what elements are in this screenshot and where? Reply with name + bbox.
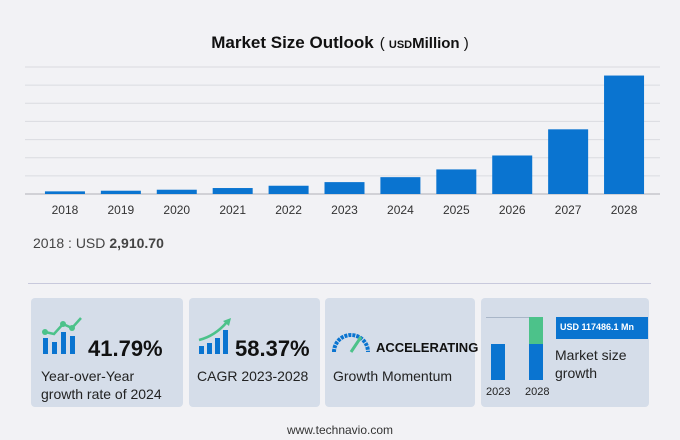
footer-url: www.technavio.com [286,423,394,437]
bar-2024 [380,177,421,194]
x-tick-label: 2018 [52,203,79,217]
growth-label-line1: Market size [555,347,627,363]
x-tick-label: 2024 [387,203,414,217]
bar-2019 [100,190,141,194]
growth-badge: USD 117486.1 Mn [556,317,648,339]
speedometer-icon [332,333,370,353]
mini-year-end: 2028 [525,386,550,398]
mini-year-start: 2023 [486,386,511,398]
growth-label: Market size growth [555,346,627,382]
bar-2025 [436,169,477,194]
x-tick-label: 2027 [555,203,582,217]
x-tick-label: 2021 [219,203,246,217]
mini-bar-2028-base [529,344,543,380]
yoy-label: Year-over-Year growth rate of 2024 [41,367,162,403]
mini-chart-line [486,317,539,318]
cagr-value: 58.37% [235,336,310,361]
growth-chart-icon [42,317,82,354]
chart-title: Market Size Outlook ( USDMillion ) [0,33,680,53]
x-tick-label: 2019 [108,203,135,217]
unit-prefix: USD [388,39,413,51]
mini-bar-2028-growth [529,317,543,344]
title-unit: ( USDMillion ) [379,35,469,52]
yoy-label-line2: growth rate of 2024 [41,386,162,402]
momentum-label: Growth Momentum [333,368,453,384]
unit-label: Million [412,35,460,52]
x-tick-label: 2026 [499,203,526,217]
title-text: Market Size Outlook [211,33,374,52]
x-tick-label: 2023 [331,203,358,217]
cagr-card: 58.37% CAGR 2023-2028 [189,298,320,407]
bar-2023 [324,182,365,194]
bar-2020 [156,189,197,194]
x-tick-label: 2028 [611,203,638,217]
bar-2026 [492,155,533,194]
yoy-value: 41.79% [88,336,163,361]
mini-bar-2023 [491,344,505,380]
bar-2027 [548,129,589,194]
yoy-card: 41.79% Year-over-Year growth rate of 2024 [31,298,183,407]
growth-label-line2: growth [555,365,598,381]
bar-2021 [212,188,253,194]
bar-2028 [604,75,645,194]
momentum-value: ACCELERATING [376,340,479,355]
x-tick-label: 2020 [163,203,190,217]
x-tick-label: 2025 [443,203,470,217]
bar-2018 [44,191,85,194]
momentum-card: ACCELERATING Growth Momentum [325,298,479,407]
bar-chart: 2018 2019 2020 2021 2022 2023 2024 2025 2026 2027… [25,66,660,217]
cagr-chart-icon [198,318,231,354]
first-value-number: 2,910.70 [109,235,164,251]
divider [28,283,651,284]
market-growth-card: 2023 2028 Market size growth [481,298,649,407]
cagr-label: CAGR 2023-2028 [197,368,309,384]
yoy-label-line1: Year-over-Year [41,368,135,384]
first-value-label: 2018 : USD [33,235,106,251]
x-tick-label: 2022 [275,203,302,217]
first-year-value: 2018 : USD 2,910.70 [33,235,164,251]
bar-2022 [268,185,309,194]
